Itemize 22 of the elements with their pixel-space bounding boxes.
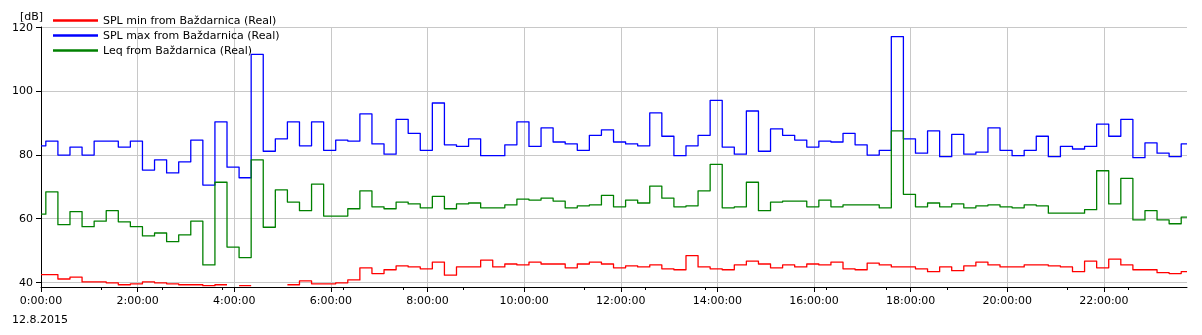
y-tick-label: 100 — [12, 84, 33, 98]
x-tick-label: 16:00:00 — [789, 294, 839, 307]
x-tick-label: 18:00:00 — [885, 294, 936, 307]
x-tick-label: 4:00:00 — [213, 294, 256, 307]
x-tick-label: 6:00:00 — [309, 294, 353, 307]
x-tick-label: 12:00:00 — [596, 294, 646, 307]
text: 12.8.2015 — [12, 313, 68, 326]
y-tick-label: 120 — [12, 20, 33, 34]
x-tick-label: 14:00:00 — [692, 294, 743, 307]
x-tick-label: 22:00:00 — [1079, 294, 1129, 307]
x-tick-label: 8:00:00 — [406, 294, 449, 307]
y-tick-label: 40 — [19, 276, 33, 290]
x-tick-label: 10:00:00 — [499, 294, 549, 307]
x-tick-label: 2:00:00 — [116, 294, 159, 307]
y-tick-label: 60 — [19, 212, 33, 226]
legend-label: SPL min from Baždarnica (Real) — [103, 14, 277, 27]
x-tick-label: 0:00:00 — [19, 294, 63, 307]
y-tick-label: 80 — [19, 148, 33, 162]
x-tick-label: 20:00:00 — [982, 294, 1032, 307]
legend-label: Leq from Baždarnica (Real) — [103, 44, 252, 57]
y-axis-title: [dB] — [19, 9, 43, 23]
legend-label: SPL max from Baždarnica (Real) — [103, 29, 280, 42]
